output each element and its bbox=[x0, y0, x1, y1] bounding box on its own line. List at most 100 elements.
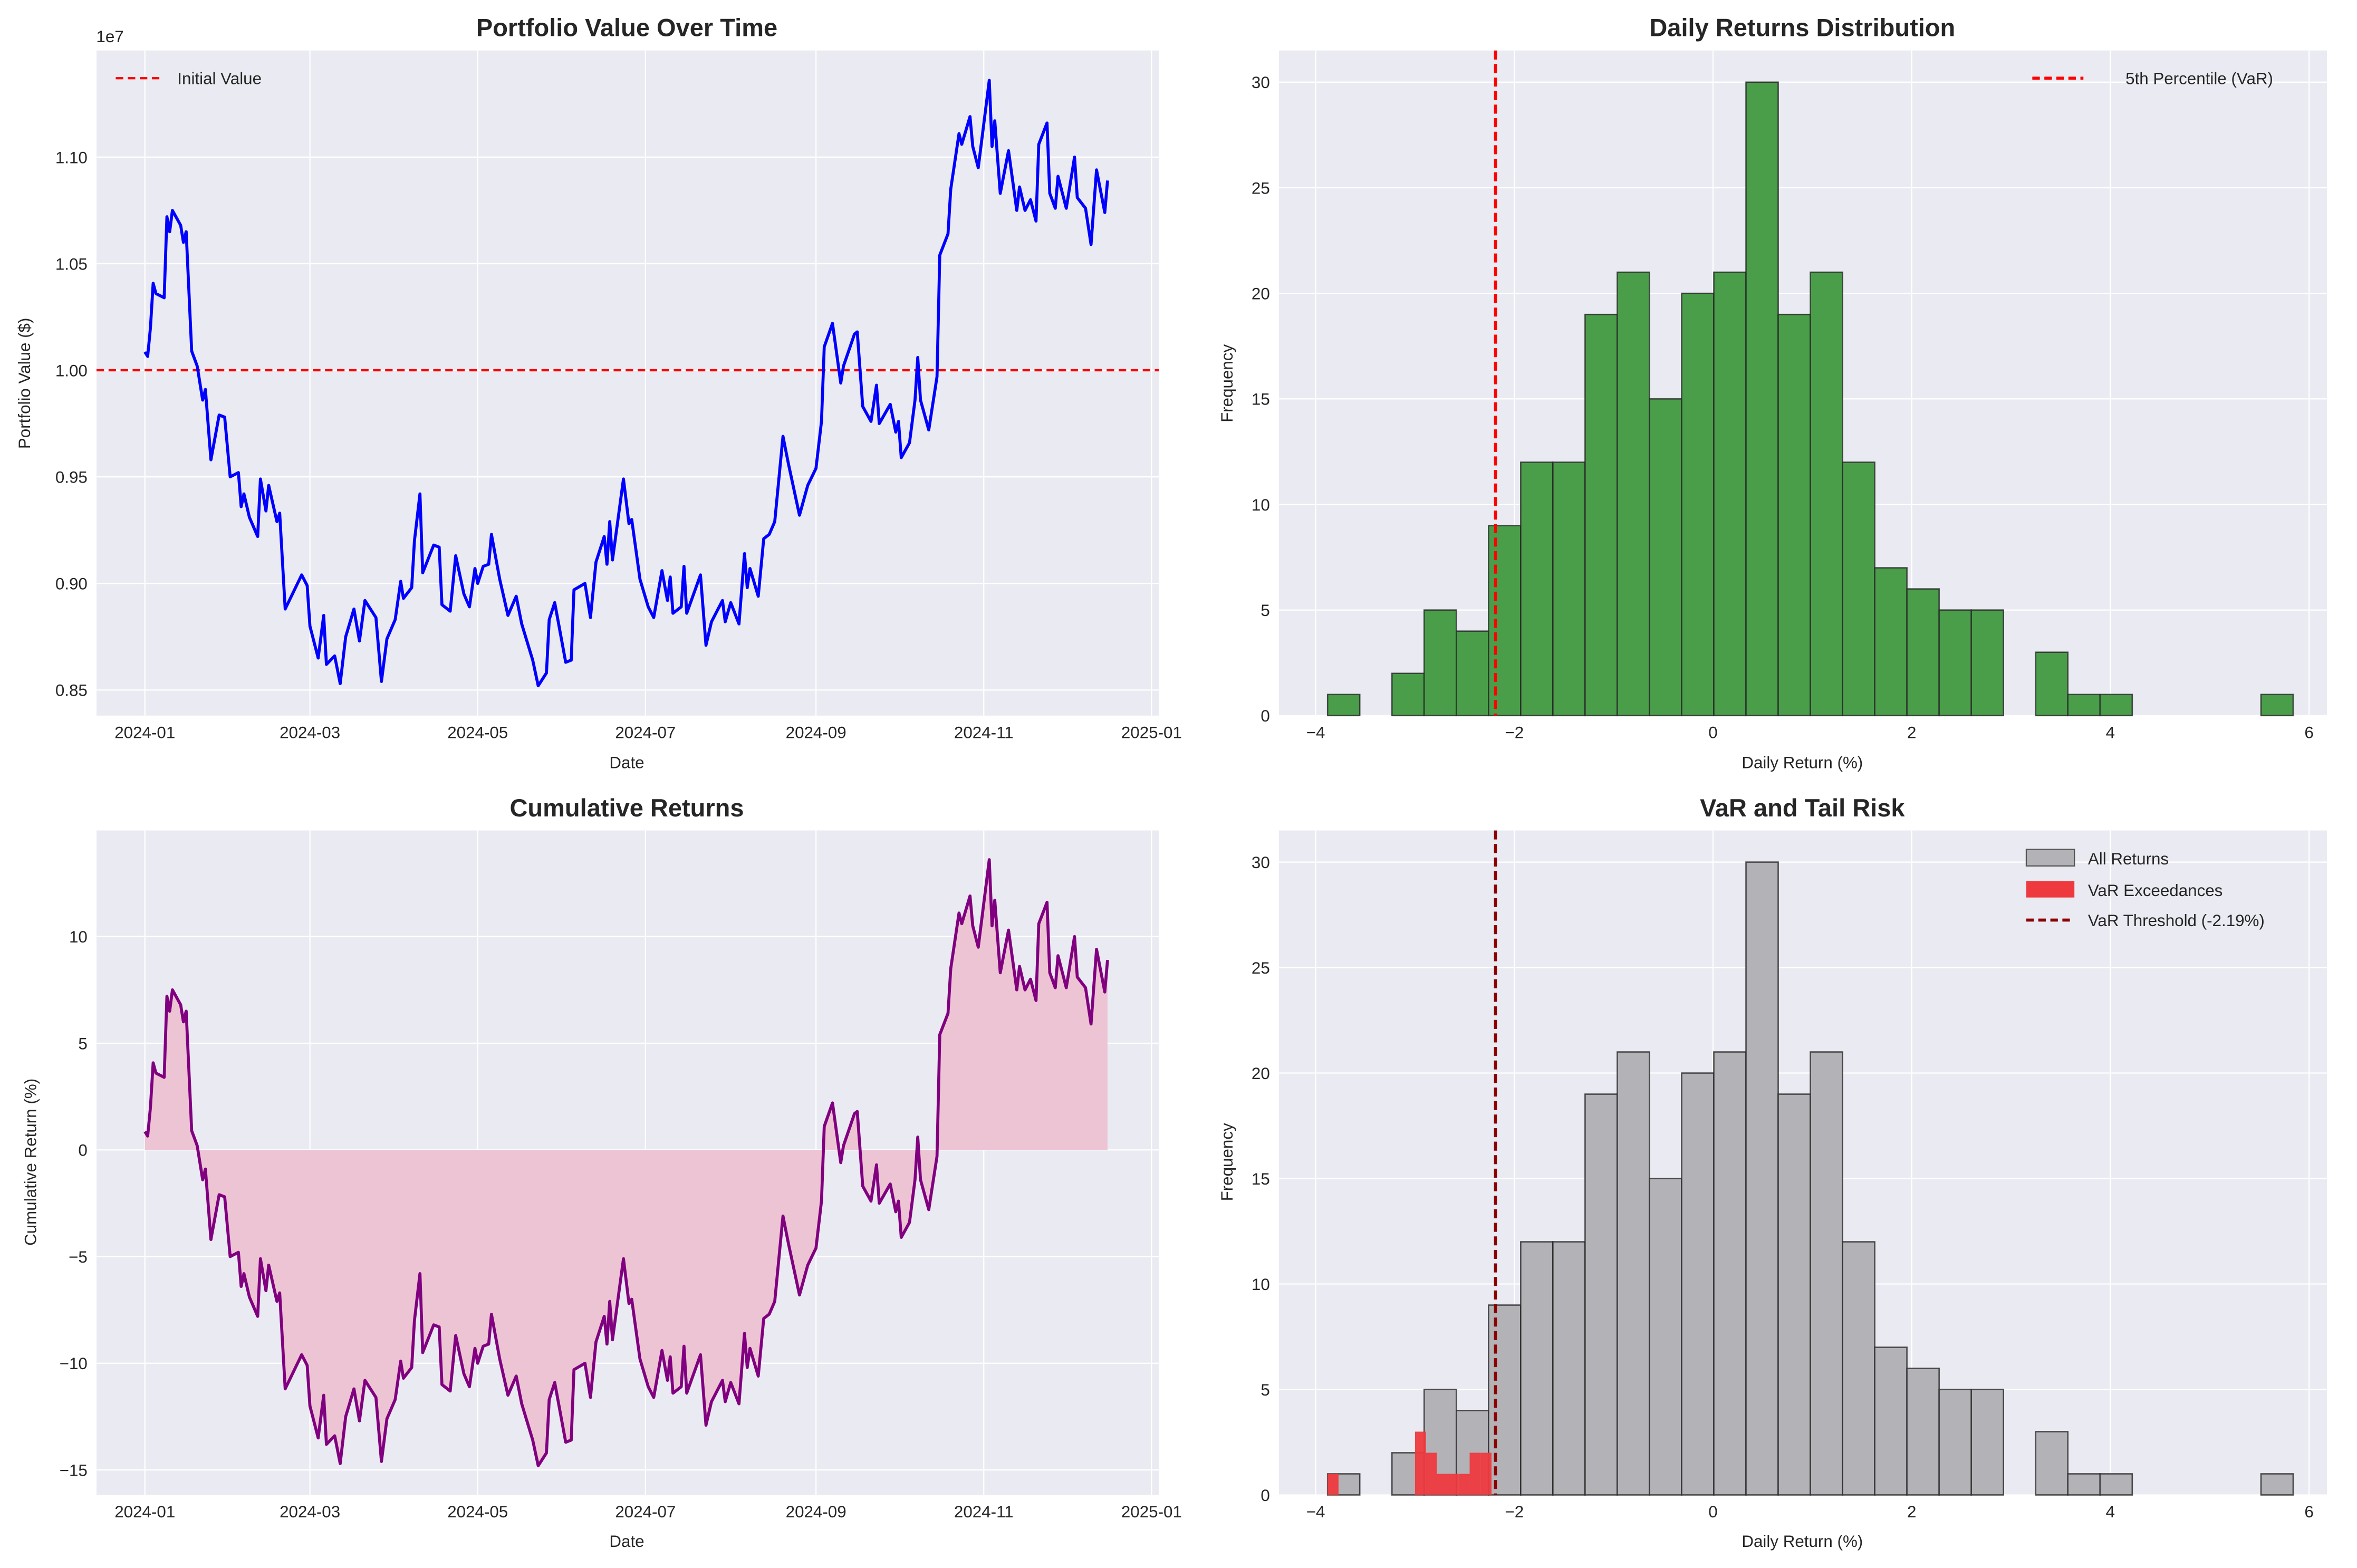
legend-label: Initial Value bbox=[177, 70, 262, 88]
histogram-bar bbox=[1456, 630, 1489, 717]
cumulative-return-line bbox=[143, 858, 1109, 1467]
all-returns-bar bbox=[1777, 1093, 1811, 1496]
all-returns-bar bbox=[1520, 1241, 1554, 1496]
x-tick-label: 2024-11 bbox=[954, 1503, 1014, 1521]
x-tick-label: 2024-05 bbox=[447, 1503, 508, 1521]
y-tick-label: 15 bbox=[1252, 1170, 1270, 1188]
y-axis-label: Frequency bbox=[1218, 344, 1236, 422]
var-exceedance-bar bbox=[1415, 1431, 1426, 1495]
plot-area bbox=[96, 50, 1159, 716]
y-axis-label: Cumulative Return (%) bbox=[21, 1079, 40, 1246]
legend-label: 5th Percentile (VaR) bbox=[2125, 70, 2273, 88]
histogram-bar bbox=[1423, 609, 1457, 717]
chart-title: Portfolio Value Over Time bbox=[476, 13, 777, 41]
histogram-bar bbox=[1777, 313, 1811, 717]
x-tick-label: −2 bbox=[1505, 1503, 1524, 1521]
x-tick-label: 2024-09 bbox=[786, 1503, 846, 1521]
x-tick-label: 2024-07 bbox=[615, 724, 676, 742]
y-tick-label: 10 bbox=[1252, 1275, 1270, 1294]
histogram-bar bbox=[2099, 694, 2133, 717]
all-returns-bar bbox=[1938, 1389, 1972, 1496]
var-exceedance-bar bbox=[1480, 1452, 1492, 1495]
y-axis-label: Frequency bbox=[1218, 1123, 1236, 1201]
histogram-bar bbox=[1488, 525, 1522, 717]
all-returns-bar bbox=[2035, 1431, 2069, 1496]
all-returns-bar bbox=[1906, 1368, 1940, 1496]
portfolio-value-chart: Portfolio Value Over Time 1e7 Portfolio … bbox=[15, 13, 1182, 772]
y-tick-label: −5 bbox=[69, 1248, 88, 1266]
y-tick-label: 25 bbox=[1252, 179, 1270, 197]
histogram-bar bbox=[2260, 694, 2294, 717]
histogram-bar bbox=[1874, 567, 1908, 717]
y-tick-label: 1.00 bbox=[55, 361, 88, 380]
x-tick-label: −4 bbox=[1306, 1503, 1325, 1521]
y-tick-label: 30 bbox=[1252, 853, 1270, 872]
all-returns-bar bbox=[2099, 1473, 2133, 1496]
x-tick-label: 2024-03 bbox=[280, 724, 340, 742]
var-exceedance-bar bbox=[1327, 1474, 1339, 1495]
var-exceedance-bar bbox=[1448, 1474, 1459, 1495]
x-tick-label: 2024-11 bbox=[954, 724, 1014, 742]
y-tick-label: 0.85 bbox=[55, 681, 88, 700]
var-exceedance-bar bbox=[1469, 1452, 1481, 1495]
y-tick-label: −10 bbox=[60, 1354, 88, 1373]
var-exceedance-bar bbox=[1458, 1474, 1470, 1495]
all-returns-bar bbox=[1488, 1304, 1522, 1496]
chart-title: VaR and Tail Risk bbox=[1700, 794, 1905, 822]
portfolio-value-line bbox=[143, 79, 1109, 688]
x-tick-label: 2025-01 bbox=[1121, 1503, 1182, 1521]
x-tick-label: 2024-09 bbox=[786, 724, 846, 742]
y-offset-label: 1e7 bbox=[96, 27, 123, 46]
y-tick-label: 25 bbox=[1252, 959, 1270, 977]
legend-patch-all-returns bbox=[2025, 849, 2075, 867]
x-tick-label: 2 bbox=[1907, 724, 1916, 742]
y-axis-label: Portfolio Value ($) bbox=[15, 318, 34, 449]
legend: 5th Percentile (VaR) bbox=[2032, 70, 2273, 88]
histogram-bar bbox=[1617, 271, 1650, 717]
plot-marks bbox=[96, 79, 1159, 688]
y-tick-label: 0.95 bbox=[55, 468, 88, 487]
y-tick-label: 20 bbox=[1252, 285, 1270, 303]
y-tick-label: 0.90 bbox=[55, 575, 88, 593]
x-tick-label: 4 bbox=[2106, 1503, 2115, 1521]
x-axis-label: Daily Return (%) bbox=[1742, 1532, 1863, 1551]
histogram-bar bbox=[1552, 461, 1586, 717]
plot-marks bbox=[143, 858, 1109, 1467]
cumulative-return-fill bbox=[145, 860, 1108, 1466]
y-tick-label: 5 bbox=[78, 1034, 87, 1053]
x-tick-label: 0 bbox=[1708, 1503, 1717, 1521]
y-tick-label: 30 bbox=[1252, 73, 1270, 92]
all-returns-bar bbox=[1617, 1051, 1650, 1496]
var-tail-risk-histogram: VaR and Tail Risk Frequency Daily Return… bbox=[1218, 794, 2327, 1551]
all-returns-bar bbox=[1649, 1178, 1682, 1496]
all-returns-bar bbox=[1842, 1241, 1875, 1496]
chart-title: Daily Returns Distribution bbox=[1649, 13, 1955, 41]
all-returns-bar bbox=[1552, 1241, 1586, 1496]
histogram-bar bbox=[1584, 313, 1618, 717]
x-tick-label: 2024-03 bbox=[280, 1503, 340, 1521]
var-exceedance-bar bbox=[1437, 1474, 1448, 1495]
all-returns-bar bbox=[1584, 1093, 1618, 1496]
cumulative-returns-chart: Cumulative Returns Cumulative Return (%)… bbox=[21, 794, 1181, 1551]
histogram-bar bbox=[1326, 694, 1361, 717]
x-axis-label: Daily Return (%) bbox=[1742, 754, 1863, 772]
x-tick-label: 2024-05 bbox=[447, 724, 508, 742]
legend-label: All Returns bbox=[2088, 850, 2169, 868]
x-tick-label: 2024-07 bbox=[615, 1503, 676, 1521]
all-returns-bar bbox=[1970, 1389, 2005, 1496]
y-tick-label: 20 bbox=[1252, 1064, 1270, 1083]
x-tick-label: 2024-01 bbox=[114, 724, 175, 742]
x-tick-label: 6 bbox=[2304, 1503, 2313, 1521]
all-returns-bar bbox=[1681, 1072, 1715, 1496]
y-tick-label: 10 bbox=[1252, 496, 1270, 514]
legend-label: VaR Threshold (-2.19%) bbox=[2088, 911, 2265, 930]
y-tick-label: 5 bbox=[1261, 601, 1269, 620]
y-tick-label: 5 bbox=[1261, 1381, 1269, 1399]
grid bbox=[96, 50, 1159, 716]
y-tick-label: 0 bbox=[78, 1141, 87, 1160]
daily-returns-histogram: Daily Returns Distribution Frequency Dai… bbox=[1218, 13, 2327, 772]
histogram-bar bbox=[2035, 651, 2069, 717]
y-tick-label: 1.10 bbox=[55, 148, 88, 167]
x-tick-label: 2 bbox=[1907, 1503, 1916, 1521]
